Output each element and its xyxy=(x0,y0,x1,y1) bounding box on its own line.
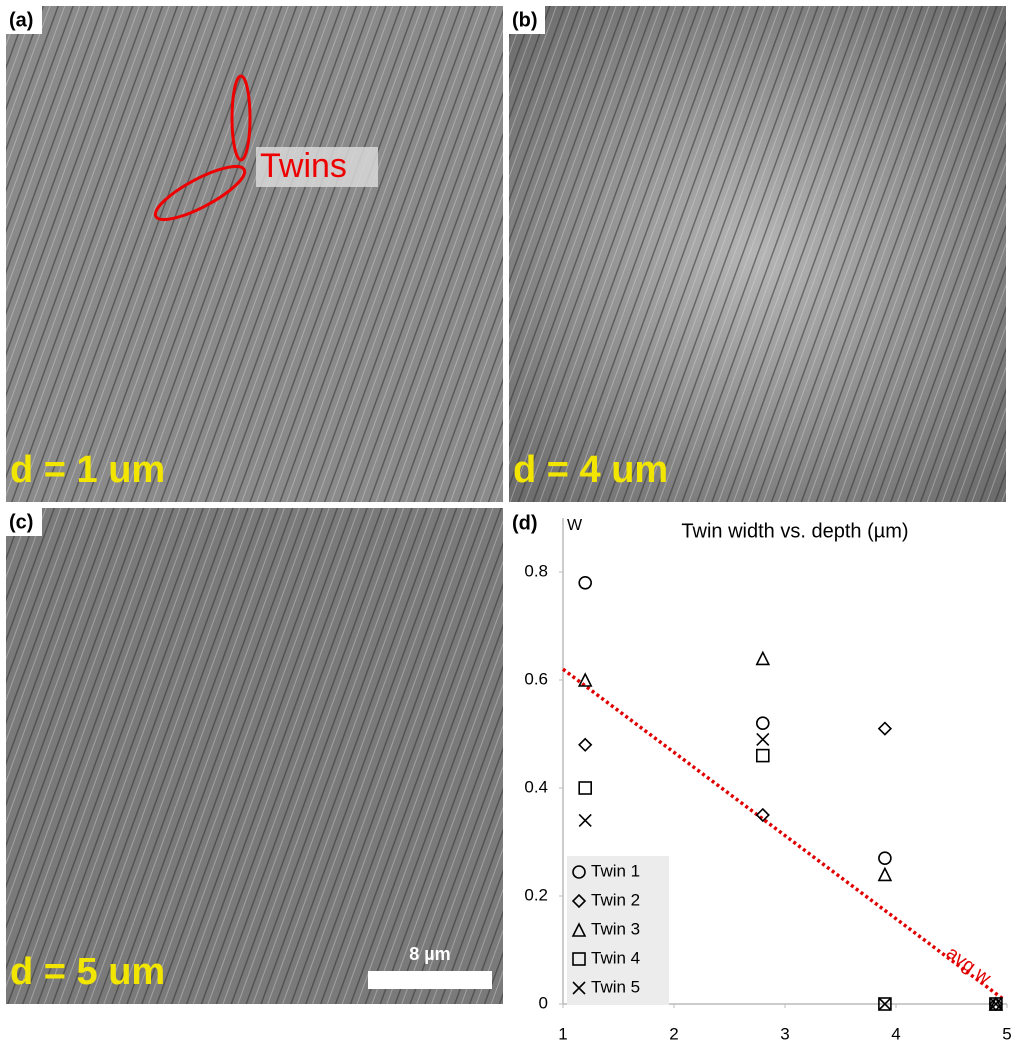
y-tick-label: 0 xyxy=(539,993,548,1012)
micrograph-a xyxy=(6,6,503,502)
marker xyxy=(757,717,769,729)
y-axis-label: W xyxy=(567,517,583,534)
marker xyxy=(879,868,891,880)
scatter-chart: (d) W Twin width vs. depth (µm) 0 0.2 0.4 0.6 0… xyxy=(512,512,1012,1043)
legend-label: Twin 2 xyxy=(591,890,640,909)
marker xyxy=(757,733,769,745)
scale-bar-label: 8 µm xyxy=(409,944,450,964)
legend-label: Twin 4 xyxy=(591,948,640,967)
marker xyxy=(757,809,769,821)
x-tick-label: 1 xyxy=(558,1024,567,1043)
panel-label: (a) xyxy=(9,9,33,31)
figure: (d) W Twin width vs. depth (µm) 0 0.2 0.4 0.6 0… xyxy=(0,0,1026,1044)
legend-label: Twin 5 xyxy=(591,977,640,996)
y-tick-label: 0.2 xyxy=(524,885,548,904)
depth-caption: d = 4 um xyxy=(513,449,668,491)
marker xyxy=(579,739,591,751)
y-tick-label: 0.4 xyxy=(524,777,548,796)
panel-label: (c) xyxy=(9,511,33,533)
marker xyxy=(757,652,769,664)
depth-caption: d = 5 um xyxy=(10,951,165,993)
micrograph-c xyxy=(6,508,503,1004)
legend-label: Twin 1 xyxy=(591,861,640,880)
y-tick-label: 0.6 xyxy=(524,669,548,688)
marker xyxy=(579,577,591,589)
micrograph-b xyxy=(509,6,1006,502)
x-tick-label: 3 xyxy=(780,1024,789,1043)
marker xyxy=(879,723,891,735)
x-tick-label: 4 xyxy=(891,1024,900,1043)
panel-label: (b) xyxy=(512,9,538,31)
marker xyxy=(579,814,591,826)
marker xyxy=(579,782,591,794)
x-tick-label: 5 xyxy=(1002,1024,1011,1043)
trendline-label: avg w xyxy=(942,943,995,989)
chart-title: Twin width vs. depth (µm) xyxy=(681,520,908,542)
x-tick-label: 2 xyxy=(669,1024,678,1043)
marker xyxy=(879,852,891,864)
panel-label: (d) xyxy=(512,512,538,534)
legend-label: Twin 3 xyxy=(591,919,640,938)
depth-caption: d = 1 um xyxy=(10,449,165,491)
annotation: Twins xyxy=(260,147,347,185)
marker xyxy=(757,750,769,762)
y-tick-label: 0.8 xyxy=(524,561,548,580)
